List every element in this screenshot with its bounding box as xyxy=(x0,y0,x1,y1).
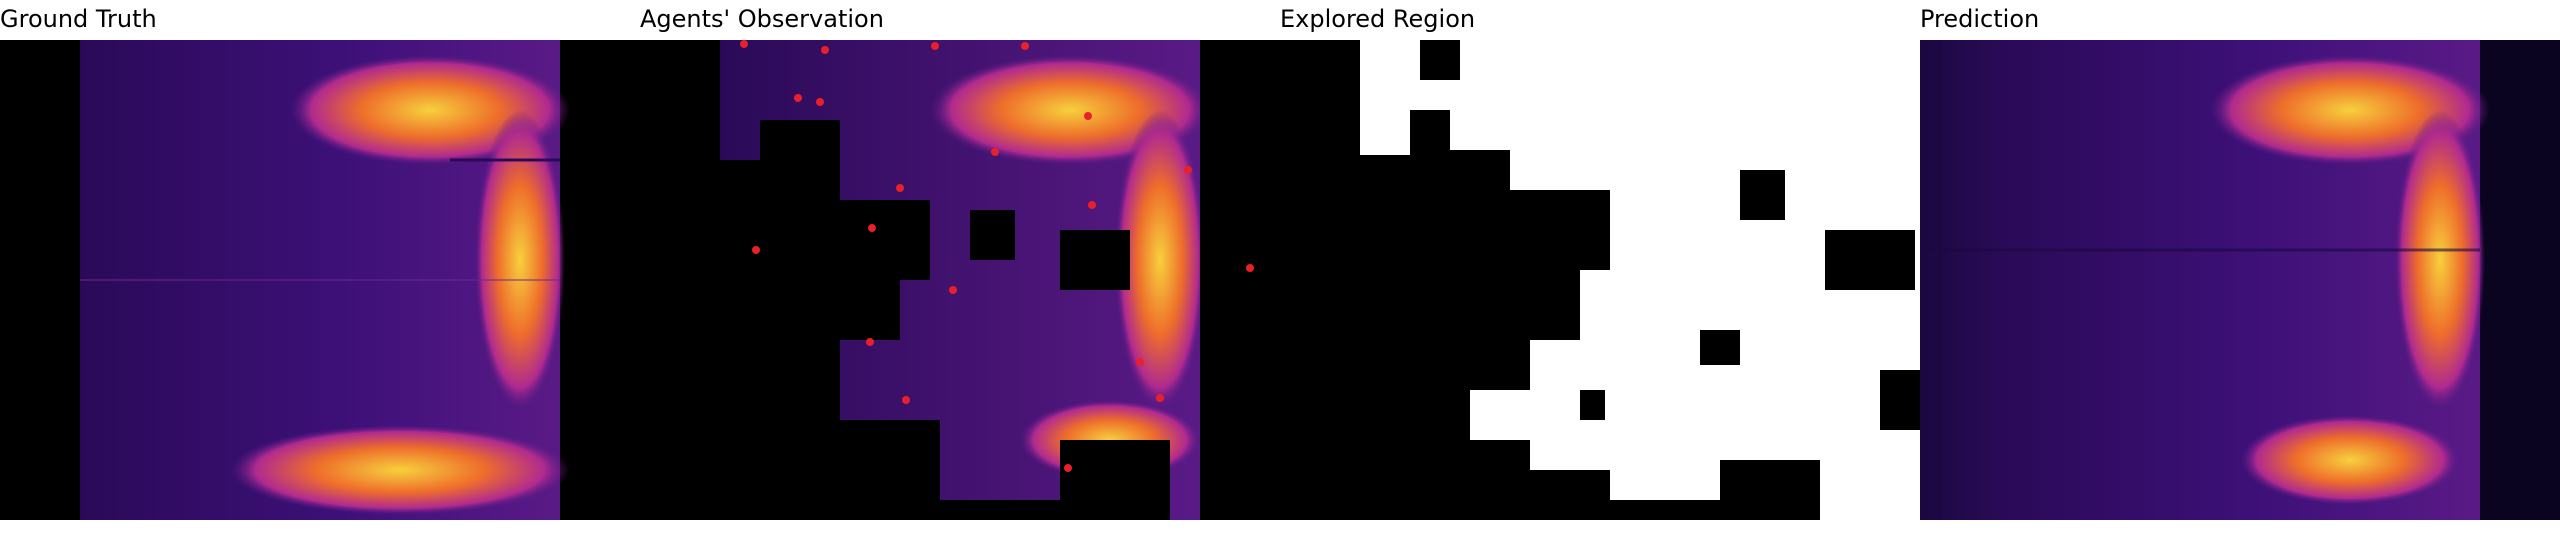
agent-marker xyxy=(794,94,802,102)
panel-prediction: Prediction xyxy=(1920,0,2560,560)
panel-ground-truth: Ground Truth xyxy=(0,0,640,560)
agent-marker xyxy=(816,98,824,106)
agent-marker xyxy=(896,184,904,192)
agent-marker xyxy=(1136,358,1144,366)
agent-marker xyxy=(866,338,874,346)
prediction-image xyxy=(1920,40,2560,520)
agent-marker xyxy=(868,224,876,232)
hotspot-right xyxy=(2395,110,2485,410)
panel-title: Agents' Observation xyxy=(640,5,884,33)
hotspot-right xyxy=(475,110,565,410)
agent-marker xyxy=(1088,201,1096,209)
panel-agents-observation: Agents' Observation xyxy=(640,0,1280,560)
agent-marker xyxy=(949,286,957,294)
agent-marker xyxy=(1084,112,1092,120)
explored-region-image xyxy=(1280,40,1920,520)
agent-marker xyxy=(1021,42,1029,50)
hotspot-bottom xyxy=(2240,415,2460,505)
agent-marker xyxy=(991,148,999,156)
panel-title: Prediction xyxy=(1920,5,2040,33)
agent-marker xyxy=(1246,264,1254,272)
agent-marker xyxy=(931,42,939,50)
hotspot-bottom xyxy=(230,425,570,515)
agent-marker xyxy=(1064,464,1072,472)
agent-marker xyxy=(902,396,910,404)
agent-marker xyxy=(821,46,829,54)
panel-title: Ground Truth xyxy=(0,5,157,33)
agent-marker xyxy=(752,246,760,254)
agent-marker xyxy=(1184,166,1192,174)
ground-truth-image xyxy=(0,40,640,520)
panel-title: Explored Region xyxy=(1280,5,1476,33)
agent-marker xyxy=(1156,394,1164,402)
agent-markers xyxy=(740,40,1254,472)
explored-mask xyxy=(1360,40,1920,520)
panel-explored-region: Explored Region xyxy=(1280,0,1920,560)
observed-region xyxy=(720,40,1200,520)
agents-observation-image xyxy=(640,40,1280,520)
agent-marker xyxy=(740,40,748,48)
